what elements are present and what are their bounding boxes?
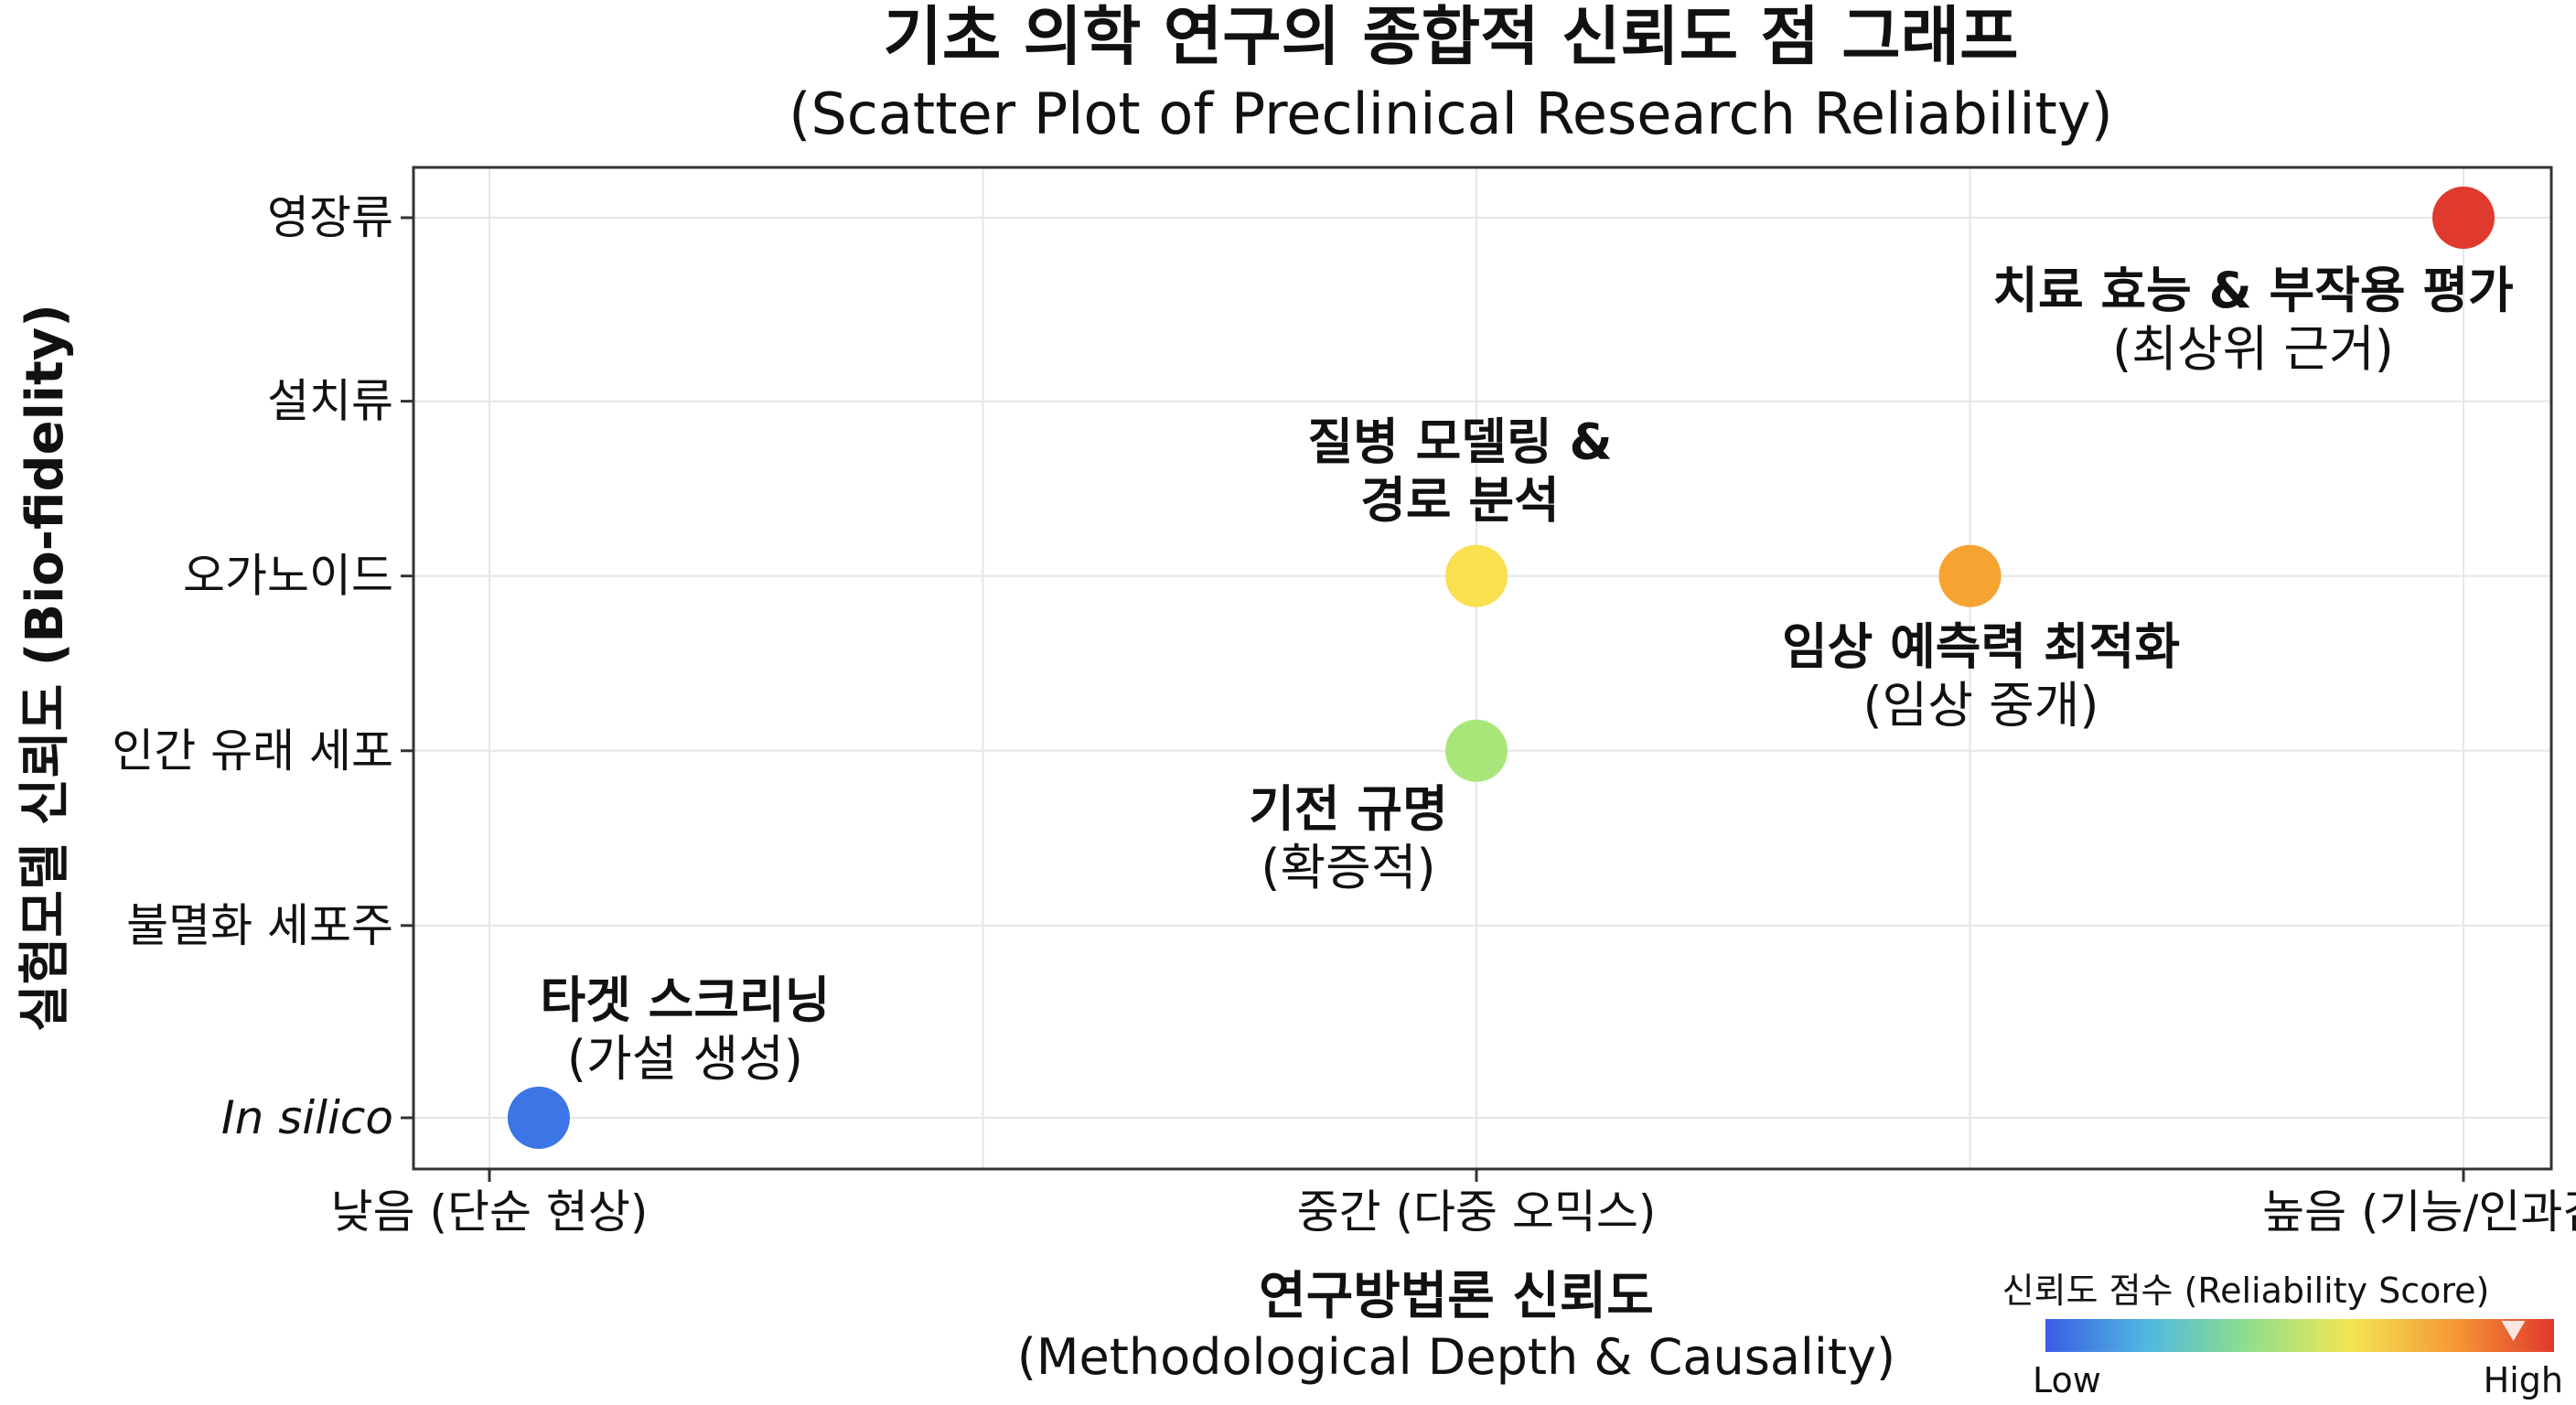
colorbar-gradient — [2045, 1319, 2554, 1352]
point-label: 기전 규명 — [1249, 780, 1448, 838]
y-tick-label: 영장류 — [267, 191, 393, 244]
point-sublabel: (가설 생성) — [567, 1030, 803, 1088]
y-tick-label: 설치류 — [267, 375, 393, 428]
colorbar-high-label: High — [2484, 1360, 2563, 1400]
y-tick-label: 인간 유래 세포 — [112, 724, 393, 778]
data-point — [1938, 544, 2002, 607]
colorbar: 신뢰도 점수 (Reliability Score) Low High — [2002, 1271, 2563, 1400]
plot-frame — [412, 166, 2553, 1171]
point-label: 치료 효능 & 부작용 평가 — [1992, 262, 2513, 319]
point-sublabel: (확증적) — [1261, 839, 1435, 896]
data-point — [2432, 187, 2495, 249]
x-axis-label: 연구방법론 신뢰도 — [1259, 1267, 1654, 1326]
y-tick-label: 불멸화 세포주 — [126, 899, 393, 952]
point-label: 임상 예측력 최적화 — [1782, 618, 2180, 676]
point-label: 타겟 스크리닝 — [541, 971, 831, 1029]
x-tick-label: 낮음 (단순 현상) — [331, 1185, 649, 1239]
data-point — [1445, 544, 1508, 607]
x-tick-label: 높음 (기능/인과검증) — [2262, 1185, 2576, 1239]
point-label-line2: 경로 분석 — [1360, 472, 1560, 530]
y-axis-label: 실험모델 신뢰도 (Bio-fidelity) — [16, 304, 75, 1032]
data-point — [507, 1087, 570, 1149]
annotation-layer: 타겟 스크리닝(가설 생성) 기전 규명(확증적) 질병 모델링 &경로 분석임상 … — [541, 262, 2514, 1088]
x-tick-label: 중간 (다중 오믹스) — [1297, 1185, 1657, 1239]
y-tick-label: In silico — [221, 1091, 393, 1144]
colorbar-title: 신뢰도 점수 (Reliability Score) — [2002, 1271, 2490, 1311]
point-label: 질병 모델링 & — [1307, 413, 1612, 471]
colorbar-low-label: Low — [2033, 1360, 2101, 1400]
x-axis-sublabel: (Methodological Depth & Causality) — [1017, 1328, 1895, 1386]
y-tick-label: 오가노이드 — [183, 550, 393, 603]
point-sublabel: (임상 중개) — [1862, 677, 2098, 735]
colorbar-marker — [2501, 1321, 2526, 1341]
point-layer — [507, 187, 2495, 1149]
chart-subtitle: (Scatter Plot of Preclinical Research Re… — [789, 80, 2112, 147]
point-sublabel: (최상위 근거) — [2112, 320, 2394, 378]
data-point — [1445, 719, 1508, 782]
chart-title: 기초 의학 연구의 종합적 신뢰도 점 그래프 — [883, 0, 2018, 74]
